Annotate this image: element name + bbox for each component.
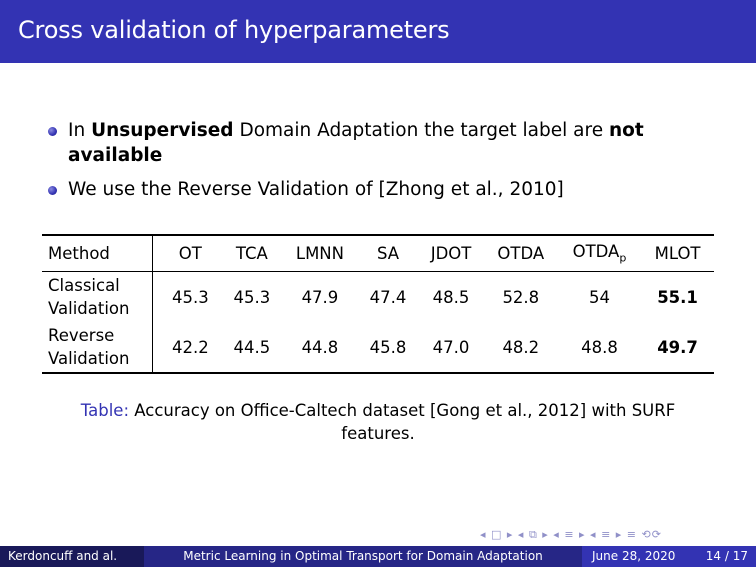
table-row: Classical Validation 45.3 45.3 47.9 47.4 … — [42, 271, 714, 323]
header-method: Method — [48, 243, 110, 263]
bullet-1-pre: In — [68, 120, 92, 141]
table-cell: 48.8 — [557, 322, 642, 375]
header-otda: OTDA — [497, 243, 545, 263]
bullet-item-1: In Unsupervised Domain Adaptation the ta… — [48, 118, 708, 168]
results-table: Method OT TCA LMNN SA JDOT OTDA OTDAp ML… — [42, 234, 714, 375]
footer-date-page: June 28, 2020 14 / 17 — [582, 546, 756, 567]
header-otdap-subscript: p — [619, 251, 627, 265]
table-cell: 52.8 — [502, 287, 540, 307]
table-row: Reverse Validation 42.2 44.5 44.8 45.8 47… — [42, 322, 714, 375]
caption-label: Table: — [80, 401, 130, 420]
footer-author: Kerdoncuff and al. — [0, 546, 144, 567]
bullet-item-2: We use the Reverse Validation of [Zhong … — [48, 177, 708, 202]
bullet-dot-icon — [48, 127, 57, 136]
footer-page-number: 14 / 17 — [705, 549, 748, 563]
bullet-dot-icon — [48, 186, 57, 195]
bullet-1-bold-not-available: not available — [68, 120, 644, 166]
footer-talk-title: Metric Learning in Optimal Transport for… — [144, 546, 582, 567]
title-bar: Cross validation of hyperparameters — [0, 0, 756, 63]
row-method-line1: Classical — [48, 276, 120, 296]
table-cell: 44.8 — [282, 322, 358, 375]
header-sa: SA — [376, 243, 400, 263]
header-otdap-base: OTDA — [572, 242, 620, 261]
table-header-row: Method OT TCA LMNN SA JDOT OTDA OTDAp ML… — [42, 235, 714, 272]
footer-date: June 28, 2020 — [592, 549, 676, 563]
row-method-line2: Validation — [48, 299, 130, 319]
table-caption: Table: Accuracy on Office-Caltech datase… — [52, 399, 704, 445]
row-method-cell: Reverse Validation — [42, 322, 153, 375]
header-ot: OT — [151, 235, 222, 272]
footer-bar: Kerdoncuff and al. Metric Learning in Op… — [0, 546, 756, 567]
table-cell: 45.3 — [151, 271, 222, 323]
table-cell: 45.8 — [357, 322, 419, 375]
beamer-navigation-icons[interactable]: ◂ □ ▸ ◂ ⧉ ▸ ◂ ≡ ▸ ◂ ≡ ▸ ≡ ⟲⟳ — [480, 528, 662, 541]
table-cell: 54 — [588, 287, 610, 307]
table-cell: 48.5 — [432, 287, 470, 307]
table-cell: 47.0 — [418, 322, 484, 375]
table-cell: 48.2 — [483, 322, 558, 375]
table-cell: 47.9 — [301, 287, 339, 307]
table-cell: 42.2 — [151, 322, 222, 375]
header-otdap: OTDAp — [558, 235, 641, 272]
table-cell: 47.4 — [369, 287, 407, 307]
caption-text: Accuracy on Office-Caltech dataset [Gong… — [129, 401, 676, 443]
row-method-line2: Validation — [48, 349, 130, 369]
table-cell: 44.5 — [221, 322, 283, 375]
header-mlot: MLOT — [654, 243, 701, 263]
slide-title: Cross validation of hyperparameters — [18, 16, 450, 44]
row-method-cell: Classical Validation — [42, 272, 153, 323]
header-lmnn: LMNN — [295, 243, 344, 263]
bullet-2-text: We use the Reverse Validation of [Zhong … — [68, 179, 564, 200]
header-tca: TCA — [235, 243, 268, 263]
table-cell-best: 49.7 — [641, 322, 714, 375]
bullet-1-mid: Domain Adaptation the target label are — [233, 120, 609, 141]
bullet-list: In Unsupervised Domain Adaptation the ta… — [48, 118, 708, 211]
header-jdot: JDOT — [430, 243, 472, 263]
row-method-line1: Reverse — [48, 326, 115, 346]
bullet-1-bold-unsupervised: Unsupervised — [91, 120, 234, 141]
table-cell: 45.3 — [233, 287, 271, 307]
table-cell-best: 55.1 — [657, 287, 698, 307]
